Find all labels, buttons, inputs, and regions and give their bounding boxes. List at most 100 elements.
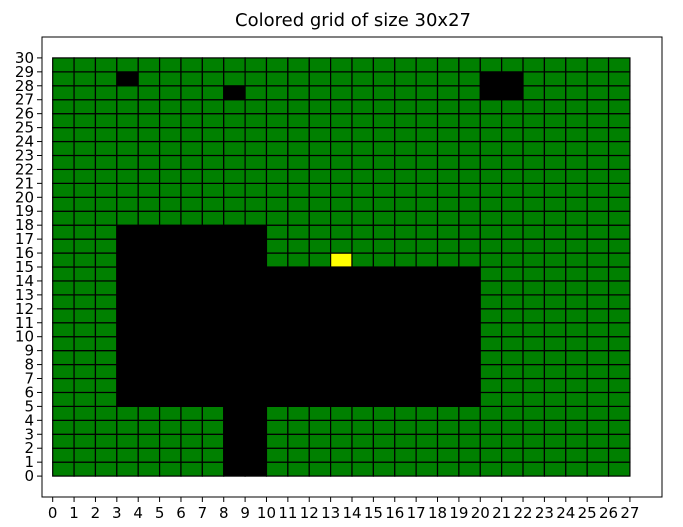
grid-cell <box>607 336 631 352</box>
grid-cell <box>543 433 567 449</box>
grid-cell <box>479 224 503 240</box>
grid-cell <box>223 336 246 352</box>
grid-cell <box>116 57 139 73</box>
grid-cell <box>180 308 203 324</box>
grid-cell <box>158 322 182 338</box>
grid-cell <box>52 433 75 449</box>
grid-cell <box>543 447 567 463</box>
grid-cell <box>52 308 75 324</box>
grid-cell <box>116 140 139 157</box>
grid-cell <box>137 85 161 101</box>
grid-cell <box>180 350 203 366</box>
grid-cell <box>607 238 631 254</box>
grid-cell <box>586 71 610 87</box>
grid-cell <box>415 294 439 310</box>
grid-cell <box>223 224 246 240</box>
grid-cell <box>394 182 417 198</box>
grid-cell <box>351 433 374 449</box>
grid-cell <box>479 377 503 394</box>
grid-cell <box>158 99 182 115</box>
grid-cell <box>586 168 610 184</box>
grid-cell <box>479 182 503 198</box>
grid-cell <box>137 308 161 324</box>
grid-cell <box>436 238 460 254</box>
grid-cell <box>265 363 289 380</box>
grid-cell <box>94 391 118 407</box>
grid-cell <box>372 127 396 143</box>
grid-cell <box>244 461 268 477</box>
grid-cell <box>330 113 353 129</box>
grid-cell <box>287 182 310 198</box>
grid-cell <box>522 99 546 115</box>
grid-cell <box>180 127 203 143</box>
grid-cell <box>458 210 481 226</box>
grid-cell <box>479 405 503 421</box>
y-tick-label: 16 <box>15 244 34 262</box>
grid-cell <box>180 363 203 380</box>
grid-cell <box>265 85 289 101</box>
grid-cell <box>351 447 374 463</box>
y-tick-label: 27 <box>15 91 34 109</box>
grid-cell <box>394 210 417 226</box>
grid-cell <box>330 71 353 87</box>
grid-cell <box>158 168 182 184</box>
grid-cell <box>607 322 631 338</box>
grid-cell <box>372 57 396 73</box>
grid-cell <box>522 447 546 463</box>
grid-cell <box>372 85 396 101</box>
grid-cell <box>265 182 289 198</box>
grid-cell <box>607 363 631 380</box>
grid-cell <box>116 350 139 366</box>
grid-cell <box>308 71 332 87</box>
grid-cell <box>308 336 332 352</box>
grid-cell <box>52 127 75 143</box>
grid-cell <box>351 140 374 157</box>
grid-cell <box>244 377 268 394</box>
grid-cell <box>116 336 139 352</box>
grid-cell <box>244 252 268 268</box>
grid-cell <box>436 391 460 407</box>
grid-cell <box>137 210 161 226</box>
y-tick-label: 10 <box>15 328 34 346</box>
grid-cell <box>607 168 631 184</box>
grid-cell <box>201 154 225 171</box>
grid-cell <box>586 182 610 198</box>
grid-cell <box>201 294 225 310</box>
grid-cell <box>201 461 225 477</box>
grid-cell <box>223 405 246 421</box>
grid-cell <box>287 377 310 394</box>
grid-cell <box>158 405 182 421</box>
grid-cell <box>244 322 268 338</box>
grid-cell <box>436 336 460 352</box>
x-tick-label: 22 <box>513 504 532 522</box>
grid-cell <box>565 210 588 226</box>
grid-cell <box>158 140 182 157</box>
grid-cell <box>265 419 289 435</box>
grid-cell <box>351 294 374 310</box>
y-tick-label: 14 <box>15 272 34 290</box>
grid-cell <box>479 252 503 268</box>
grid-cell <box>501 154 524 171</box>
grid-cell <box>501 127 524 143</box>
grid-cell <box>372 391 396 407</box>
grid-cell <box>265 266 289 282</box>
grid-cell <box>223 308 246 324</box>
grid-cell <box>73 238 97 254</box>
grid-cell <box>180 447 203 463</box>
grid-cell <box>244 280 268 296</box>
grid-cell <box>308 182 332 198</box>
grid-cell <box>52 71 75 87</box>
x-tick-label: 26 <box>599 504 618 522</box>
grid-cell <box>565 196 588 212</box>
grid-cell <box>73 127 97 143</box>
grid-cell <box>394 308 417 324</box>
grid-cell <box>330 238 353 254</box>
grid-cell <box>479 363 503 380</box>
grid-cell <box>158 363 182 380</box>
grid-cell <box>415 85 439 101</box>
grid-cell <box>458 57 481 73</box>
grid-cell <box>180 336 203 352</box>
grid-cell <box>607 294 631 310</box>
grid-cell <box>372 182 396 198</box>
x-tick-label: 19 <box>449 504 468 522</box>
